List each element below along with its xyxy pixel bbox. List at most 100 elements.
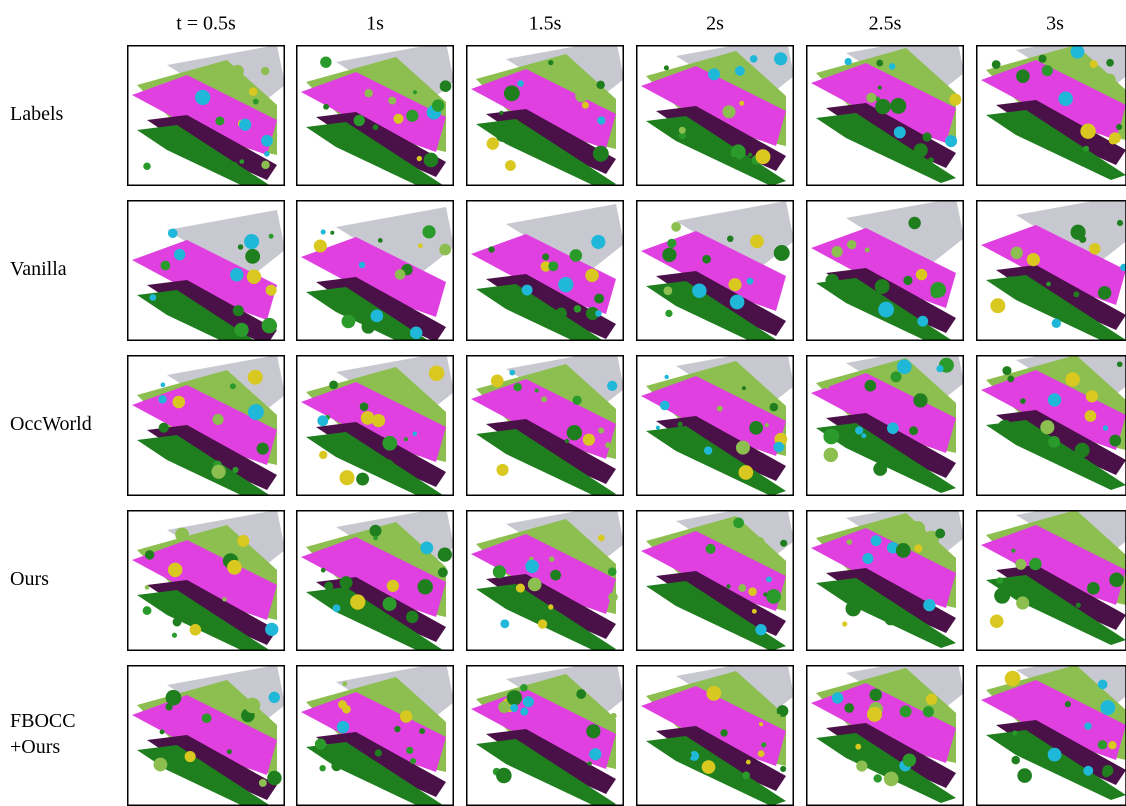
blob (487, 137, 499, 149)
blob (410, 327, 423, 340)
blob (898, 319, 906, 327)
blob (339, 470, 354, 485)
blob (342, 681, 347, 686)
blob (359, 262, 365, 268)
blob (234, 323, 248, 337)
blob (1065, 372, 1080, 387)
blob (1109, 435, 1121, 447)
blob (832, 692, 844, 704)
blob (1058, 519, 1062, 523)
blob (731, 144, 746, 159)
row-label: +Ours (10, 736, 60, 758)
blob (1109, 136, 1117, 144)
blob (182, 762, 197, 777)
blob (202, 713, 212, 723)
blob (1040, 420, 1054, 434)
blob (874, 774, 882, 782)
blob (262, 318, 277, 333)
blob (1071, 225, 1086, 240)
blob (264, 151, 269, 156)
blob (520, 684, 527, 691)
blob (992, 60, 1001, 69)
blob (387, 580, 399, 592)
blob (896, 543, 911, 558)
blob (574, 305, 582, 313)
blob (172, 396, 185, 409)
blob (227, 560, 242, 575)
blob (866, 93, 876, 103)
blob (891, 371, 902, 382)
blob (354, 115, 365, 126)
blob (1102, 765, 1113, 776)
blob (535, 388, 539, 392)
blob (257, 443, 269, 455)
blob (909, 426, 918, 435)
blob (496, 127, 511, 142)
blob (395, 269, 406, 280)
blob (910, 521, 925, 536)
blob (930, 282, 946, 298)
blob (509, 370, 515, 376)
blob (749, 421, 763, 435)
blob (356, 473, 369, 486)
blob (178, 445, 188, 455)
blob (259, 779, 267, 787)
blob (722, 105, 735, 118)
blob (267, 771, 281, 785)
blob (143, 163, 150, 170)
blob (378, 238, 383, 243)
blob (935, 529, 945, 539)
blob (237, 535, 249, 547)
blob (754, 537, 765, 548)
blob (541, 396, 547, 402)
blob (496, 464, 508, 476)
scene (132, 210, 285, 360)
blob (1011, 756, 1020, 765)
blob (247, 270, 261, 284)
blob (438, 567, 448, 577)
blob (746, 760, 751, 765)
blob (873, 462, 887, 476)
blob (151, 440, 160, 449)
blob (238, 244, 244, 250)
scene (471, 349, 624, 499)
blob (1002, 366, 1011, 375)
blob (1015, 559, 1026, 570)
blob (916, 269, 927, 280)
blob (314, 239, 327, 252)
blob (766, 589, 781, 604)
blob (558, 277, 573, 292)
blob (714, 310, 726, 322)
blob (949, 93, 961, 105)
blob (748, 153, 752, 157)
blob (361, 411, 375, 425)
blob (266, 285, 277, 296)
blob (507, 690, 522, 705)
scene (641, 36, 794, 186)
blob (660, 401, 670, 411)
blob (514, 383, 522, 391)
column-header: 1s (366, 13, 384, 35)
blob (605, 442, 611, 448)
blob (413, 90, 417, 94)
blob (365, 89, 373, 97)
scene (811, 653, 964, 803)
blob (903, 276, 912, 285)
blob (548, 261, 558, 271)
scene (811, 343, 964, 493)
blob (345, 752, 350, 757)
blob (161, 261, 171, 271)
blob (362, 320, 376, 334)
blob (382, 436, 397, 451)
blob (230, 268, 244, 282)
blob (248, 370, 263, 385)
blob (319, 451, 327, 459)
blob (418, 243, 423, 248)
blob (548, 604, 553, 609)
blob (777, 714, 781, 718)
blob (738, 584, 746, 592)
blob (936, 365, 943, 372)
blob (586, 724, 600, 738)
blob (585, 269, 599, 283)
blob (546, 524, 556, 534)
